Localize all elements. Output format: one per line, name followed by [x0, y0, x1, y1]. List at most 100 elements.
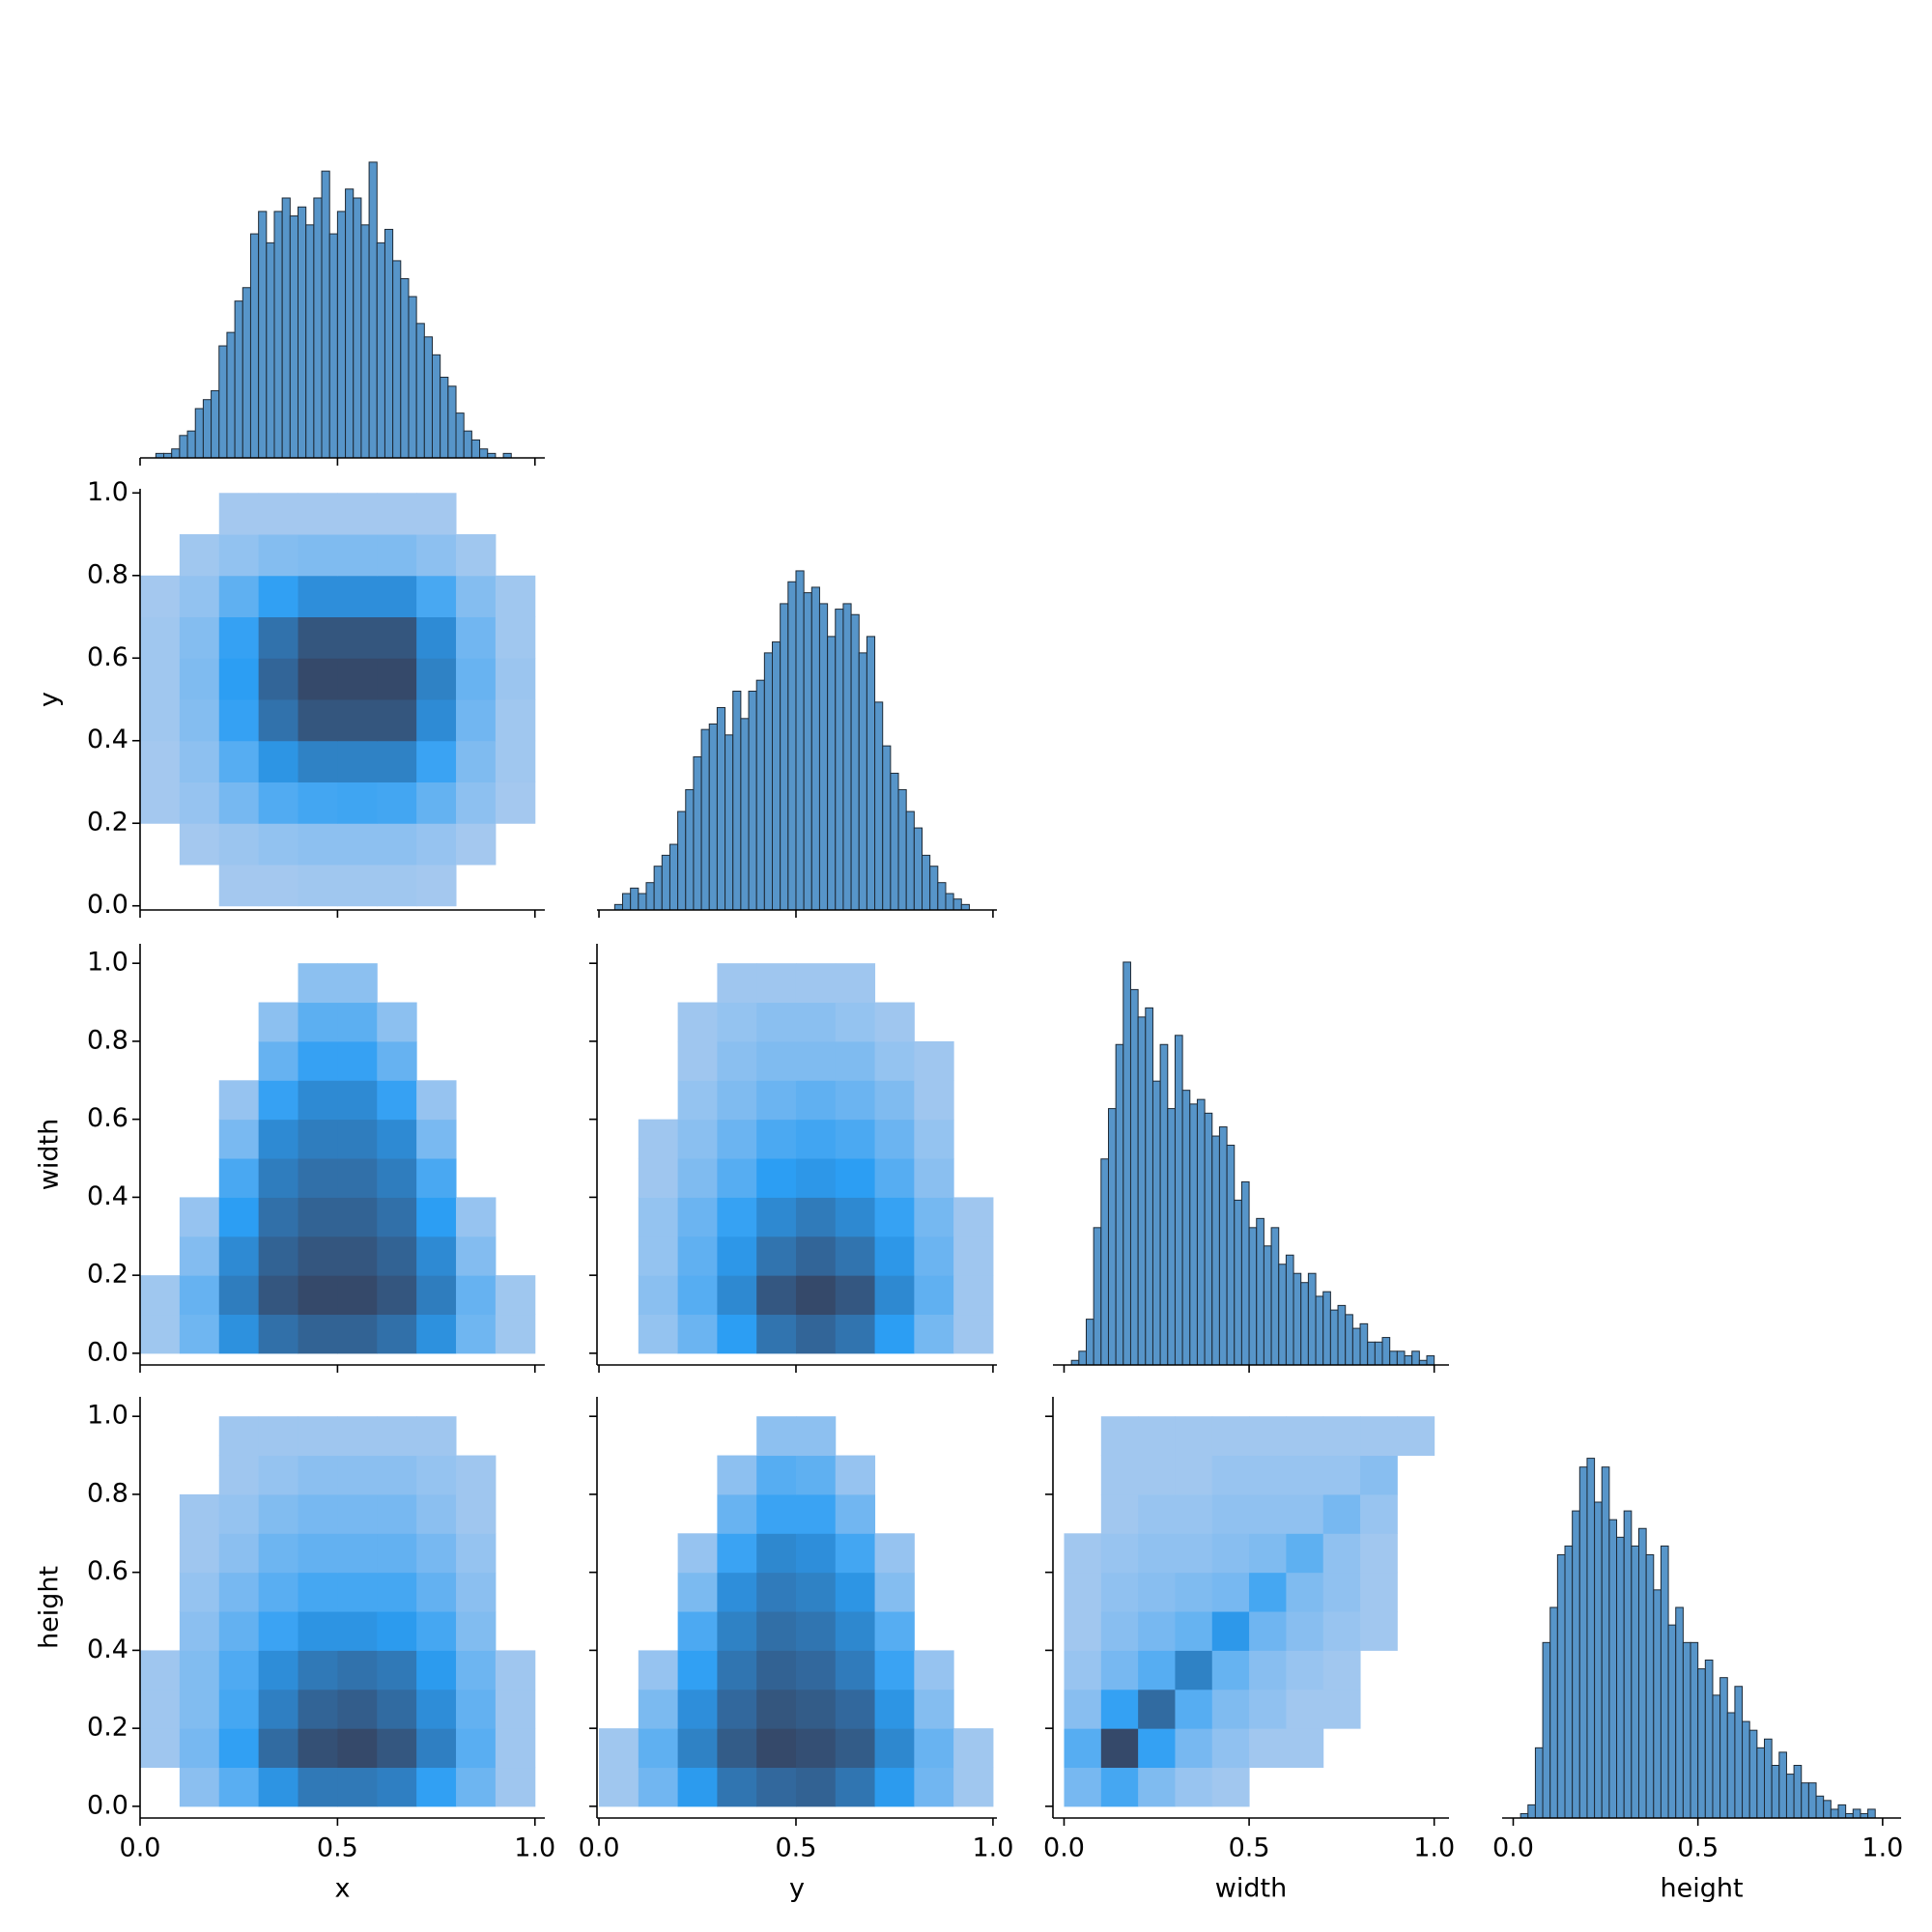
hist-bar [1315, 1295, 1324, 1366]
heat-cell [495, 1728, 536, 1769]
heat-cell [258, 1314, 299, 1354]
heat-cell [678, 1456, 718, 1495]
hist-bar [1137, 1016, 1147, 1366]
heat-cell [1064, 1767, 1102, 1807]
heat-cell [795, 1728, 837, 1769]
heat-cell [756, 1493, 797, 1534]
heat-cell [298, 1236, 338, 1276]
heat-cell [416, 1728, 457, 1769]
x-axis-label: width [1215, 1874, 1287, 1904]
hist-bar [858, 652, 867, 911]
heat-cell [599, 963, 639, 1003]
heat-cell [1138, 1689, 1176, 1729]
heat-cell [416, 1767, 457, 1807]
heat-cell [298, 1572, 338, 1612]
heat-cell [875, 963, 915, 1003]
hist-bar [1322, 1291, 1331, 1366]
heat-cell [496, 1080, 535, 1120]
hist-bar [1682, 1641, 1691, 1819]
y-tick-label: 1.0 [87, 948, 128, 978]
hist-bar [1616, 1536, 1625, 1819]
heat-cell [1286, 1455, 1324, 1495]
heat-cell [377, 1002, 417, 1042]
heat-cell [1397, 1533, 1435, 1573]
heat-cell [337, 740, 378, 782]
heat-cell [337, 493, 378, 535]
heat-cell [337, 1728, 378, 1769]
heat-cell [835, 1002, 876, 1042]
heat-cell [456, 1689, 497, 1729]
heat-cell [1138, 1493, 1176, 1534]
hist-bar [677, 810, 687, 911]
heat-cell [377, 1314, 417, 1354]
hist-bar [630, 887, 639, 911]
heat-cell [140, 616, 181, 659]
heat-cell [337, 1767, 378, 1807]
heat-cell [298, 1767, 338, 1807]
hist-bar [1189, 1103, 1198, 1366]
y-tick-label: 0.8 [87, 1478, 128, 1508]
heat-cell [179, 823, 220, 866]
heat-cell [140, 1158, 180, 1198]
hist-bar [328, 233, 338, 459]
heat-cell [298, 1455, 338, 1495]
hist-bar [1196, 1098, 1206, 1366]
hist-bar [653, 866, 663, 911]
hist-bar [1667, 1624, 1677, 1819]
heat-cell [914, 1650, 954, 1690]
hist-bar [1601, 1466, 1610, 1819]
hist-bar [1742, 1720, 1750, 1819]
y-tick-label: 0.2 [87, 808, 128, 838]
heat-cell [416, 823, 457, 866]
heat-cell [599, 1767, 639, 1807]
hist-bar [1852, 1808, 1861, 1819]
heat-cell [1211, 1767, 1250, 1807]
heat-cell [495, 1767, 536, 1807]
hist-bar [755, 679, 765, 911]
heat-cell [1360, 1416, 1398, 1457]
heat-cell [337, 534, 378, 577]
heat-cell [756, 1002, 797, 1042]
heat-cell [835, 1275, 876, 1316]
y-tick-label: 0.4 [87, 724, 128, 754]
heat-cell [914, 1003, 953, 1042]
heat-cell [1322, 1611, 1361, 1651]
heat-cell [874, 1275, 915, 1316]
heat-cell [337, 823, 378, 866]
heat-cell [298, 781, 338, 824]
heat-cell [1211, 1689, 1250, 1729]
heat-cell [914, 963, 953, 1003]
hist-bar [1726, 1712, 1736, 1819]
heat-cell [298, 1158, 338, 1198]
hist-bar [1623, 1510, 1633, 1819]
heat-cell [1175, 1689, 1213, 1729]
heat-cell [639, 1494, 678, 1534]
hist-bar [1556, 1554, 1566, 1819]
hist-bar [1093, 1227, 1102, 1366]
heat-cell [298, 1416, 338, 1457]
hist-bar [289, 215, 299, 459]
heat-cell [677, 1767, 718, 1807]
heat-cell [337, 1119, 378, 1159]
heat-cell [258, 1767, 299, 1807]
heat-cell [1100, 1533, 1139, 1574]
hist-bar [1542, 1641, 1551, 1819]
heat-cell [456, 1767, 497, 1807]
heat-cell [1249, 1493, 1287, 1534]
hist-bar [724, 734, 734, 911]
hist-bar [1572, 1510, 1580, 1819]
heat-cell [953, 1275, 994, 1316]
heat-cell [179, 1611, 220, 1651]
hist-bar [827, 636, 837, 911]
heat-cell [416, 699, 457, 742]
heat-cell [496, 1456, 535, 1495]
heat-cell [756, 1040, 797, 1081]
heat-cell [416, 658, 457, 700]
heat-cell [835, 1455, 876, 1495]
heat-cell [1360, 1493, 1398, 1534]
heat-cell [179, 1533, 220, 1574]
hist-bar [1248, 1227, 1258, 1366]
hist-bar [787, 581, 797, 911]
heat-cell [298, 534, 338, 577]
heat-cell [298, 575, 338, 618]
